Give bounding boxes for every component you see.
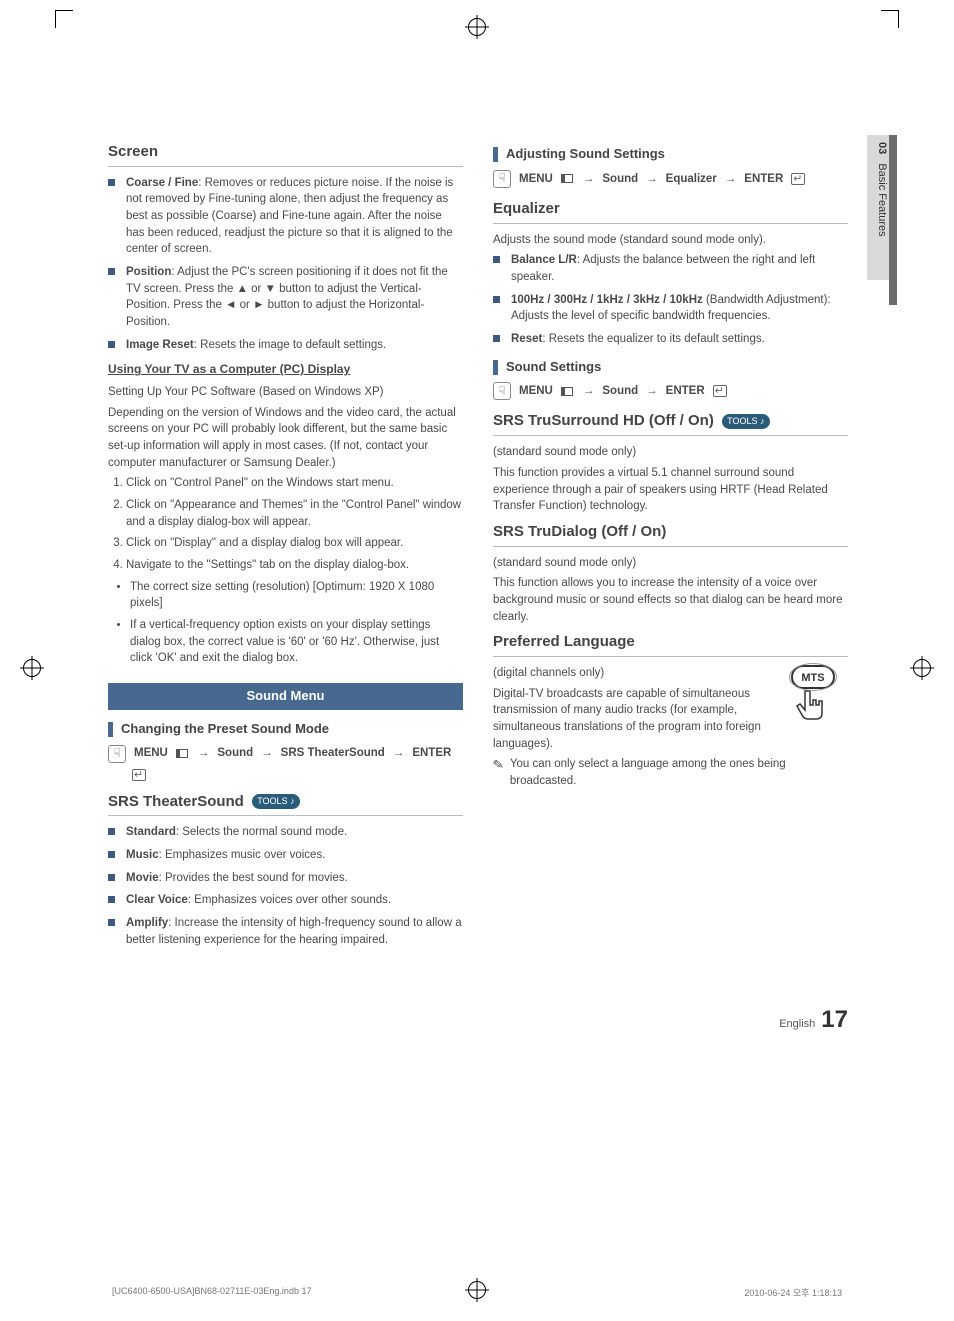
- hand-icon: ☟: [108, 745, 126, 763]
- page-content: Screen Coarse / Fine: Removes or reduces…: [108, 135, 848, 954]
- trudialog-body: This function allows you to increase the…: [493, 575, 848, 625]
- sound-menu-band: Sound Menu: [108, 683, 463, 710]
- registration-mark: [23, 659, 41, 677]
- trusurround-heading: SRS TruSurround HD (Off / On) TOOLS: [493, 410, 848, 436]
- menu-path: ☟ MENU →Sound →SRS TheaterSound →ENTER: [130, 745, 463, 781]
- note-icon: ✎: [492, 756, 505, 776]
- menu-icon: [561, 387, 573, 396]
- footer-timestamp: 2010-06-24 오후 1:18:13: [744, 1286, 842, 1299]
- srs-heading: SRS TheaterSound TOOLS: [108, 791, 463, 817]
- srs-modes: Standard: Selects the normal sound mode.…: [108, 824, 463, 948]
- tools-badge: TOOLS: [722, 414, 769, 429]
- right-column: Adjusting Sound Settings ☟ MENU →Sound →…: [493, 135, 848, 954]
- pc-bullets: The correct size setting (resolution) [O…: [108, 579, 463, 667]
- preferred-language-heading: Preferred Language: [493, 631, 848, 657]
- eq-items: Balance L/R: Adjusts the balance between…: [493, 252, 848, 347]
- tools-badge: TOOLS: [252, 794, 299, 809]
- sound-settings-heading: Sound Settings: [493, 358, 848, 377]
- std-only: (standard sound mode only): [493, 555, 848, 572]
- note-text: You can only select a language among the…: [510, 756, 848, 789]
- pc-heading: Using Your TV as a Computer (PC) Display: [108, 361, 463, 378]
- std-only: (standard sound mode only): [493, 444, 848, 461]
- page-number: English 17: [779, 1006, 848, 1034]
- chapter-number: 03: [876, 142, 888, 154]
- enter-icon: [132, 769, 146, 781]
- eq-intro: Adjusts the sound mode (standard sound m…: [493, 232, 848, 249]
- registration-mark: [913, 659, 931, 677]
- mts-label: MTS: [791, 665, 835, 689]
- screen-items: Coarse / Fine: Removes or reduces pictur…: [108, 175, 463, 354]
- print-footer: [UC6400-6500-USA]BN68-02711E-03Eng.indb …: [112, 1286, 842, 1299]
- hand-icon: ☟: [493, 382, 511, 400]
- mts-button-illustration: MTS: [778, 665, 848, 745]
- note: ✎ You can only select a language among t…: [493, 756, 848, 789]
- crop-mark: [55, 10, 73, 28]
- menu-path: ☟ MENU →Sound →Equalizer →ENTER: [515, 170, 848, 188]
- menu-icon: [561, 174, 573, 183]
- crop-mark: [881, 10, 899, 28]
- equalizer-heading: Equalizer: [493, 198, 848, 224]
- trusurround-body: This function provides a virtual 5.1 cha…: [493, 465, 848, 515]
- pc-steps: Click on "Control Panel" on the Windows …: [108, 475, 463, 573]
- chapter-title: Basic Features: [876, 163, 888, 236]
- trudialog-heading: SRS TruDialog (Off / On): [493, 521, 848, 547]
- enter-icon: [791, 173, 805, 185]
- hand-icon: ☟: [493, 170, 511, 188]
- pc-intro: Setting Up Your PC Software (Based on Wi…: [108, 384, 463, 401]
- preset-heading: Changing the Preset Sound Mode: [108, 720, 463, 739]
- left-column: Screen Coarse / Fine: Removes or reduces…: [108, 135, 463, 954]
- menu-path: ☟ MENU →Sound →ENTER: [515, 382, 848, 400]
- screen-heading: Screen: [108, 141, 463, 167]
- chapter-label: 03 Basic Features: [876, 142, 888, 237]
- footer-file: [UC6400-6500-USA]BN68-02711E-03Eng.indb …: [112, 1286, 311, 1299]
- registration-mark: [468, 18, 486, 36]
- side-bar: [889, 135, 897, 305]
- menu-icon: [176, 749, 188, 758]
- enter-icon: [713, 385, 727, 397]
- pc-body: Depending on the version of Windows and …: [108, 405, 463, 472]
- adjusting-heading: Adjusting Sound Settings: [493, 145, 848, 164]
